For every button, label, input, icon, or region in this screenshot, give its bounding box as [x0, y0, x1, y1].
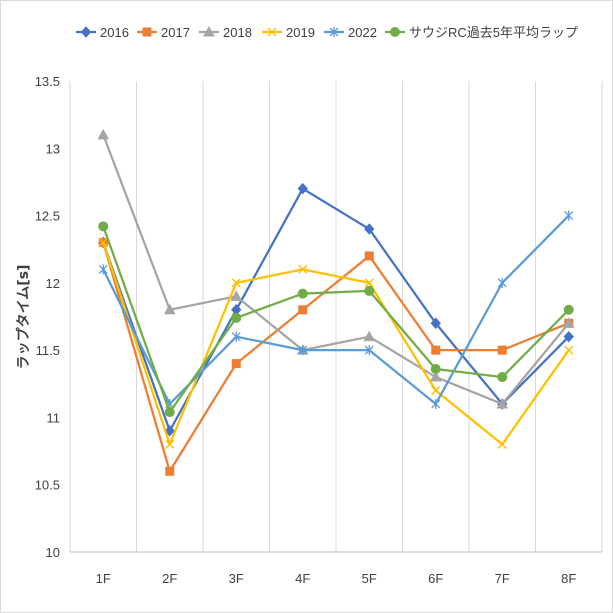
- data-point: [298, 305, 308, 315]
- data-point: [430, 317, 441, 329]
- data-point: [98, 221, 109, 232]
- data-point: [430, 363, 441, 374]
- legend-marker: [267, 27, 277, 37]
- gridlines: [69, 81, 603, 552]
- series-line: [102, 134, 570, 406]
- data-point: [563, 330, 574, 343]
- data-point: [230, 290, 243, 301]
- data-point: [297, 182, 308, 195]
- series-line: [102, 242, 570, 473]
- legend-label: 2017: [161, 25, 190, 40]
- legend-item: 2017: [137, 25, 190, 40]
- data-point: [497, 345, 507, 355]
- data-point: [97, 128, 110, 140]
- legend-label: 2019: [286, 25, 315, 40]
- data-point: [431, 345, 441, 355]
- legend-label: 2022: [348, 25, 377, 40]
- data-point: [363, 330, 376, 342]
- legend-label: 2016: [100, 25, 129, 40]
- data-point: [298, 345, 308, 356]
- legend-label: サウジRC過去5年平均ラップ: [409, 25, 578, 40]
- data-point: [165, 466, 175, 476]
- legend-marker: [80, 26, 92, 38]
- series-line: [102, 225, 570, 414]
- y-tick-label: 12.5: [35, 209, 60, 224]
- y-tick-label: 11: [47, 410, 61, 425]
- y-tick-label: 13: [46, 141, 60, 156]
- data-point: [564, 210, 574, 221]
- data-point: [231, 359, 241, 369]
- legend-marker: [329, 27, 339, 37]
- y-tick-label: 10.5: [35, 478, 60, 493]
- legend-item: 2016: [76, 25, 129, 40]
- data-point: [364, 223, 375, 235]
- data-point: [364, 285, 375, 296]
- data-point: [497, 372, 508, 383]
- legend-marker: [142, 27, 152, 37]
- data-point: [431, 398, 441, 409]
- data-point: [364, 345, 374, 356]
- data-point: [429, 371, 442, 382]
- data-point: [165, 439, 175, 449]
- legend-marker: [203, 25, 215, 37]
- x-tick-label: 1F: [96, 571, 111, 586]
- x-tick-label: 4F: [295, 571, 310, 586]
- legend-label: 2018: [223, 25, 252, 40]
- legend-item: サウジRC過去5年平均ラップ: [385, 25, 578, 40]
- tick-labels: 10 10.5 11 11.5 12 12.5 13 13.5 1F 2F 3F 4F 5F 6F 7F 8F: [35, 74, 577, 586]
- x-tick-label: 7F: [495, 571, 510, 586]
- data-point: [564, 345, 574, 355]
- legend-item: 2018: [199, 25, 252, 40]
- data-point: [496, 397, 509, 409]
- data-point: [563, 304, 574, 315]
- data-point: [298, 264, 308, 274]
- series-6: [98, 221, 574, 418]
- data-point: [231, 312, 242, 323]
- legend-marker: [390, 27, 400, 37]
- y-tick-label: 11.5: [36, 343, 60, 358]
- legend: 2016 2017 2018 2019 2022 サウジRC過去5年平均ラップ: [76, 25, 578, 40]
- data-point: [431, 386, 441, 396]
- data-point: [98, 264, 108, 275]
- y-axis-label: ラップタイム[s]: [16, 265, 32, 370]
- data-point: [231, 331, 241, 342]
- x-tick-label: 6F: [428, 571, 443, 586]
- y-tick-label: 13.5: [35, 74, 60, 89]
- series-1: [98, 182, 574, 437]
- data-point: [562, 317, 575, 328]
- x-tick-label: 5F: [362, 571, 377, 586]
- series-line: [102, 242, 570, 446]
- series-5: [98, 210, 574, 409]
- x-tick-label: 3F: [229, 571, 244, 586]
- legend-item: 2022: [324, 25, 377, 40]
- series-3: [97, 128, 575, 409]
- x-tick-label: 8F: [561, 571, 576, 586]
- data-point: [163, 303, 176, 315]
- data-point: [497, 277, 507, 288]
- series-layer: [97, 128, 575, 476]
- data-point: [98, 237, 108, 247]
- data-point: [297, 288, 308, 299]
- y-tick-label: 12: [46, 276, 60, 291]
- data-point: [164, 407, 175, 418]
- series-line: [102, 187, 570, 433]
- legend-item: 2019: [262, 25, 315, 40]
- series-4: [98, 237, 574, 449]
- data-point: [497, 439, 507, 449]
- data-point: [231, 278, 241, 288]
- data-point: [164, 425, 175, 437]
- data-point: [364, 251, 374, 261]
- series-line: [102, 214, 570, 406]
- data-point: [364, 278, 374, 288]
- x-tick-label: 2F: [162, 571, 177, 586]
- y-tick-label: 10: [46, 545, 60, 560]
